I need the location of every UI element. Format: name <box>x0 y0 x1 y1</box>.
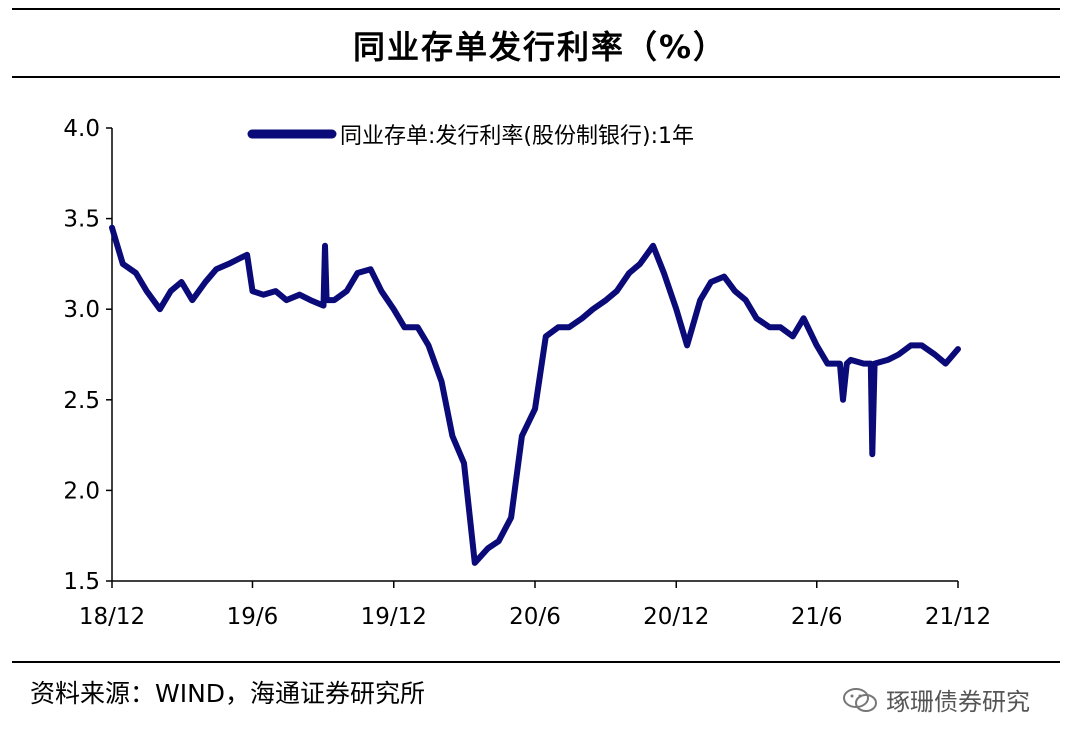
series-group <box>109 224 961 566</box>
wechat-icon <box>843 687 877 712</box>
legend-label: 同业存单:发行利率(股份制银行):1年 <box>340 124 694 149</box>
x-tick-label: 18/12 <box>79 604 145 630</box>
x-tick-label: 21/12 <box>925 604 991 630</box>
y-tick-label: 4.0 <box>63 116 100 142</box>
watermark-text: 琢珊债券研究 <box>886 688 1030 716</box>
y-tick-label: 1.5 <box>63 569 100 595</box>
x-tick-label: 19/6 <box>227 604 279 630</box>
source-note: 资料来源：WIND，海通证券研究所 <box>30 679 426 708</box>
chart-title: 同业存单发行利率（%） <box>352 28 728 66</box>
top-rule <box>12 8 1060 10</box>
y-tick-label: 3.5 <box>63 207 100 233</box>
series-line-0 <box>109 224 961 566</box>
x-tick-label: 21/6 <box>791 604 843 630</box>
title-rule <box>12 76 1060 78</box>
x-tick-label: 20/6 <box>509 604 561 630</box>
y-tick-label: 2.0 <box>63 478 100 504</box>
legend: 同业存单:发行利率(股份制银行):1年 <box>247 124 694 149</box>
y-tick-label: 3.0 <box>63 297 100 323</box>
x-tick-label: 19/12 <box>361 604 427 630</box>
x-tick-label: 20/12 <box>643 604 709 630</box>
watermark: 琢珊债券研究 <box>842 682 1030 717</box>
ticks: 1.5 2.0 2.5 3.0 3.5 4.0 18/12 19/6 19/12 20/6 20/1… <box>63 116 991 630</box>
footer-rule <box>12 661 1060 663</box>
y-tick-label: 2.5 <box>63 388 100 414</box>
axes <box>111 128 958 582</box>
